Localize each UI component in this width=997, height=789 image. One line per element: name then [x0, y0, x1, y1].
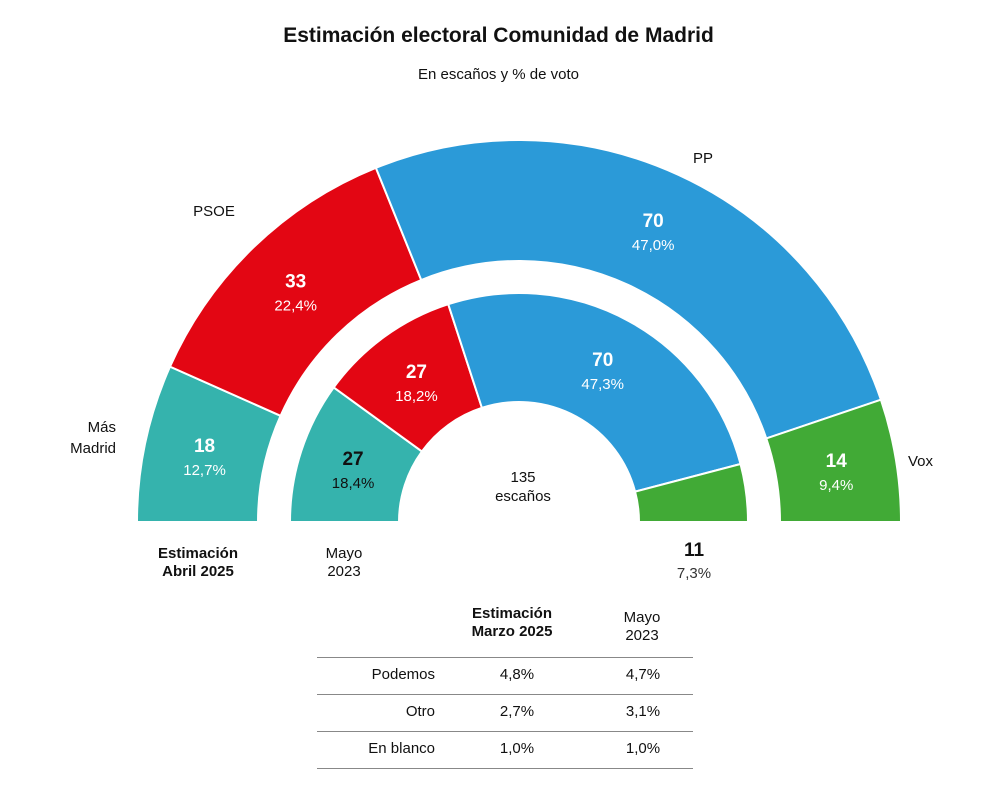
table-row-label: En blanco [368, 740, 435, 757]
outer-pct-pp: 47,0% [632, 237, 675, 254]
table-bottom-rule [317, 768, 693, 769]
inner-seats-mas-madrid: 27 [342, 449, 363, 470]
inner-arc-vox [633, 462, 750, 523]
outer-pct-vox: 9,4% [819, 477, 853, 494]
outer-seats-pp: 70 [643, 211, 664, 232]
party-label-mas-madrid: Madrid [70, 440, 116, 457]
inner-pct-pp: 47,3% [581, 376, 624, 393]
chart-title: Estimación electoral Comunidad de Madrid [283, 24, 714, 47]
outer-seats-mas-madrid: 18 [194, 436, 215, 457]
inner-pct-psoe: 18,2% [395, 388, 438, 405]
table-row: Podemos 4,8% 4,7% [317, 657, 693, 695]
table-cell-previous: 1,0% [625, 740, 661, 757]
party-label-psoe: PSOE [193, 203, 235, 220]
table-cell-estimate: 1,0% [499, 740, 535, 757]
outer-arc-pp [374, 139, 883, 440]
inner-seats-vox: 11 [684, 540, 705, 561]
inner-pct-vox: 7,3% [677, 565, 711, 582]
table-row-label: Podemos [371, 666, 435, 683]
inner-ring-name: Mayo 2023 [325, 545, 363, 580]
chart-subtitle: En escaños y % de voto [418, 66, 579, 83]
parliament-chart: 18 12,7% 33 22,4% 70 47,0% 14 9,4% 27 18,4% 27 18,2… [70, 139, 934, 582]
table-cell-estimate: 2,7% [499, 703, 535, 720]
table-cell-previous: 3,1% [625, 703, 661, 720]
table-row-label: Otro [405, 703, 435, 720]
outer-pct-psoe: 22,4% [274, 298, 317, 315]
outer-seats-vox: 14 [826, 451, 848, 472]
center-total-label: 135 [510, 469, 535, 486]
inner-pct-mas-madrid: 18,4% [332, 475, 375, 492]
inner-seats-psoe: 27 [406, 362, 427, 383]
party-label-mas-madrid: Más [88, 419, 116, 436]
party-label-pp: PP [693, 150, 713, 167]
table-cell-previous: 4,7% [625, 666, 661, 683]
party-label-vox: Vox [908, 453, 934, 470]
outer-ring-name: Estimación Abril 2025 [157, 545, 239, 580]
outer-seats-psoe: 33 [285, 272, 306, 293]
inner-seats-pp: 70 [592, 350, 613, 371]
outer-pct-mas-madrid: 12,7% [183, 462, 226, 479]
table-row: Otro 2,7% 3,1% [317, 694, 693, 732]
table-header-previous: Mayo 2023 [623, 609, 661, 644]
table-header-estimate: Estimación Marzo 2025 [471, 605, 553, 640]
center-total-label: escaños [495, 488, 551, 505]
outer-arc-vox [765, 398, 903, 523]
inner-arc-pp [446, 292, 742, 493]
table-cell-estimate: 4,8% [499, 666, 535, 683]
table-row: En blanco 1,0% 1,0% [317, 731, 693, 769]
